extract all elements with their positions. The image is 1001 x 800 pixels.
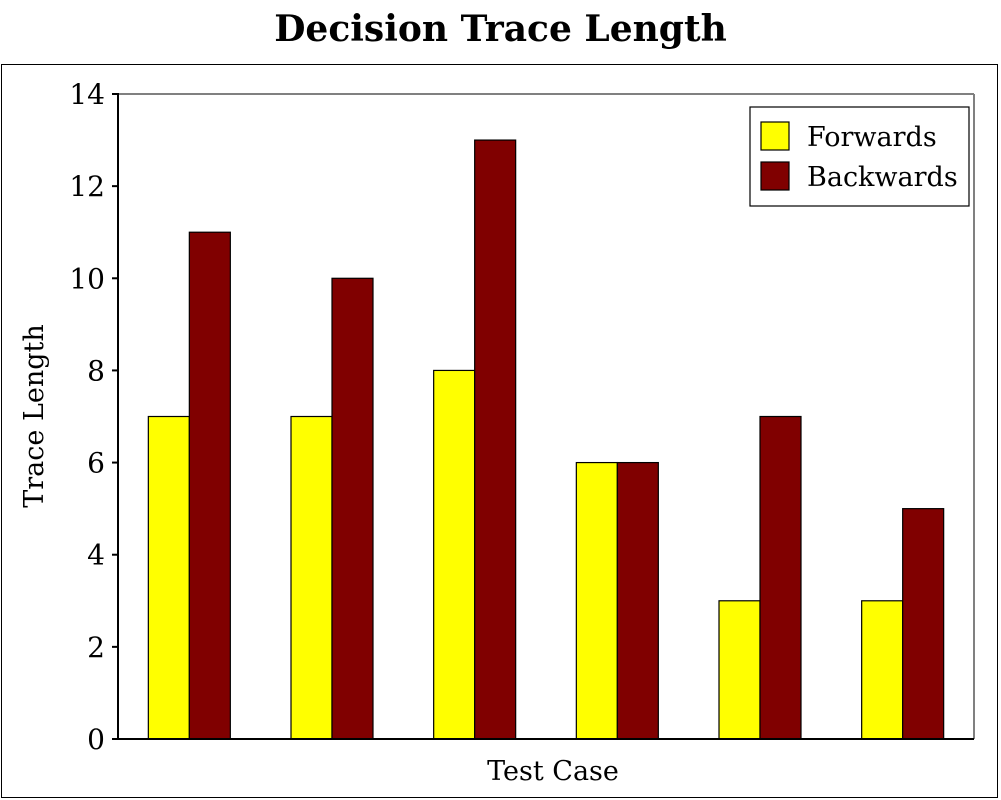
y-tick-label-12: 12 (69, 170, 105, 203)
x-axis-title: Test Case (487, 756, 619, 787)
y-tick-label-0: 0 (87, 723, 105, 756)
bar-forwards-4 (575, 461, 618, 740)
y-tick-label-14: 14 (69, 78, 105, 111)
y-tick-label-10: 10 (69, 262, 105, 295)
bar-forwards-6 (861, 600, 904, 740)
bar-backwards-5 (759, 415, 802, 740)
legend: Forwards Backwards (749, 106, 970, 207)
bar-forwards-5 (718, 600, 761, 740)
bar-backwards-6 (902, 508, 945, 740)
legend-swatch-forwards (760, 121, 790, 151)
y-tick-label-2: 2 (87, 631, 105, 664)
bar-backwards-3 (474, 139, 517, 740)
chart-frame (1, 64, 998, 798)
legend-swatch-backwards (760, 161, 790, 191)
bar-backwards-2 (331, 277, 374, 740)
y-tick-label-4: 4 (87, 539, 105, 572)
chart-title: Decision Trace Length (274, 8, 727, 50)
bar-backwards-4 (616, 461, 659, 740)
y-axis-title: Trace Length (19, 324, 50, 508)
bar-backwards-1 (188, 231, 231, 740)
legend-label-forwards: Forwards (807, 122, 937, 153)
bar-forwards-3 (433, 369, 476, 740)
bar-forwards-1 (147, 415, 190, 740)
y-tick-label-6: 6 (87, 447, 105, 480)
bar-forwards-2 (290, 415, 333, 740)
y-tick-label-8: 8 (87, 354, 105, 387)
legend-label-backwards: Backwards (807, 162, 958, 193)
